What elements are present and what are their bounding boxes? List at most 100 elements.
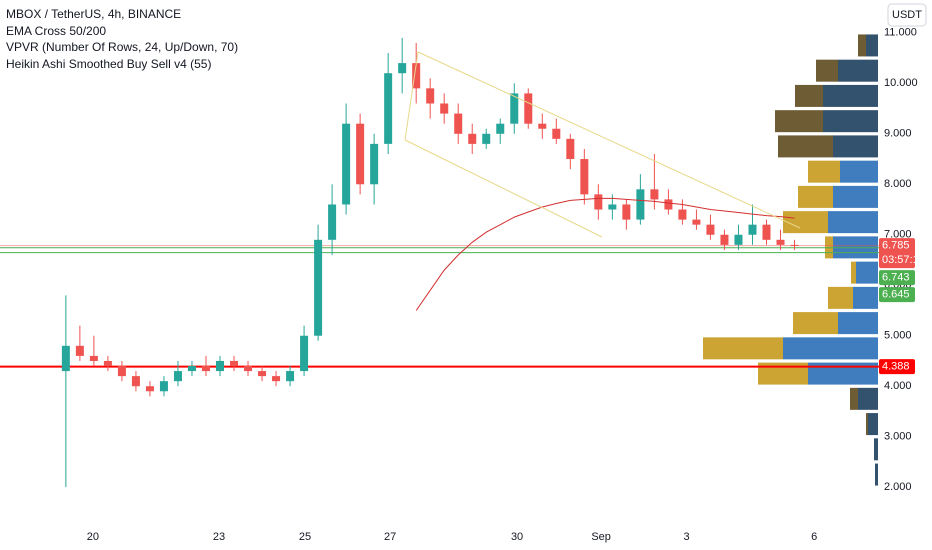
volume-down (758, 362, 808, 385)
price-label-box (879, 270, 915, 286)
candle-body (342, 123, 351, 205)
candle-body (622, 204, 631, 220)
x-tick-label: Sep (591, 531, 611, 543)
volume-down (775, 110, 823, 133)
candle-body (258, 371, 267, 377)
candle-body (636, 189, 645, 220)
price-label-box (879, 359, 915, 375)
candle-body (173, 371, 182, 382)
x-tick-label: 25 (299, 531, 311, 543)
candle-body (159, 381, 168, 392)
volume-up (808, 362, 878, 385)
price-lines (0, 245, 880, 368)
candle-body (496, 123, 505, 134)
candle-body (552, 128, 561, 139)
candle-body (89, 355, 98, 361)
candle-body (790, 244, 799, 246)
volume-up (840, 160, 878, 183)
candle-body (145, 386, 154, 392)
volume-down (850, 387, 858, 410)
volume-up (823, 84, 878, 107)
candle-body (398, 63, 407, 74)
candle-body (370, 143, 379, 185)
volume-up (874, 438, 878, 461)
candle-body (706, 224, 715, 235)
candle-body (61, 345, 70, 372)
y-tick-label: 7.000 (884, 229, 912, 241)
volume-down (795, 84, 823, 107)
candles (61, 37, 799, 488)
candle-body (75, 345, 84, 356)
candle-body (566, 138, 575, 160)
price-label: 6.645 (882, 289, 910, 301)
y-tick-label: 8.000 (884, 178, 912, 190)
candle-body (524, 93, 533, 124)
price-label: 6.743 (882, 272, 910, 284)
candle-body (384, 73, 393, 144)
y-tick-label: 9.000 (884, 128, 912, 140)
volume-up (856, 261, 878, 284)
volume-down (851, 261, 856, 284)
indicator-label: EMA Cross 50/200 (6, 24, 106, 38)
legend: MBOX / TetherUS, 4h, BINANCE EMA Cross 5… (6, 7, 238, 71)
volume-down (778, 135, 833, 158)
candle-body (244, 366, 253, 372)
indicator-label: VPVR (Number Of Rows, 24, Up/Down, 70) (6, 40, 238, 54)
volume-up (853, 286, 878, 309)
currency-label[interactable]: USDT (892, 9, 922, 21)
channel-line (417, 51, 801, 229)
volume-down (793, 312, 838, 335)
volume-up (833, 135, 878, 158)
volume-up (823, 110, 878, 133)
candle-body (734, 234, 743, 245)
channel-line (404, 139, 603, 238)
candle-body (538, 123, 547, 129)
trend-channel (404, 51, 801, 238)
candle-body (762, 224, 771, 240)
y-tick-label: 5.000 (884, 330, 912, 342)
price-label-box (879, 287, 915, 303)
candle-body (117, 366, 126, 377)
candle-body (201, 366, 210, 372)
candle-body (776, 239, 785, 245)
volume-down (808, 160, 840, 183)
y-tick-label: 11.000 (884, 27, 917, 39)
x-tick-label: 30 (511, 531, 523, 543)
countdown: 03:57:18 (882, 254, 925, 266)
volume-up (875, 463, 878, 486)
volume-profile (703, 34, 878, 486)
candle-body (328, 204, 337, 240)
candle-body (216, 360, 224, 372)
channel-line (404, 51, 419, 141)
x-tick-label: 3 (684, 531, 690, 543)
candle-body (412, 63, 421, 89)
volume-up (833, 185, 878, 208)
y-tick-label: 10.000 (884, 77, 918, 89)
candle-body (440, 103, 449, 114)
candle-body (187, 366, 196, 372)
candle-body (720, 234, 729, 245)
candle-body (286, 371, 295, 382)
candle-body (300, 335, 309, 372)
candle-body (664, 199, 673, 210)
candle-body (482, 133, 491, 144)
candle-body (131, 376, 140, 387)
symbol-title: MBOX / TetherUS, 4h, BINANCE (6, 7, 181, 21)
candle-body (594, 194, 603, 210)
candle-body (454, 113, 463, 134)
volume-down (858, 34, 866, 57)
ema-line (415, 197, 795, 311)
x-tick-label: 6 (811, 531, 817, 543)
candle-body (272, 376, 281, 382)
currency-button[interactable] (887, 3, 927, 27)
candle-body (230, 360, 239, 367)
candle-body (580, 159, 589, 195)
x-tick-label: 27 (384, 531, 396, 543)
volume-up (838, 312, 878, 335)
volume-down (828, 286, 853, 309)
candle-body (608, 204, 617, 210)
x-tick-label: 23 (213, 531, 225, 543)
volume-up (858, 387, 878, 410)
